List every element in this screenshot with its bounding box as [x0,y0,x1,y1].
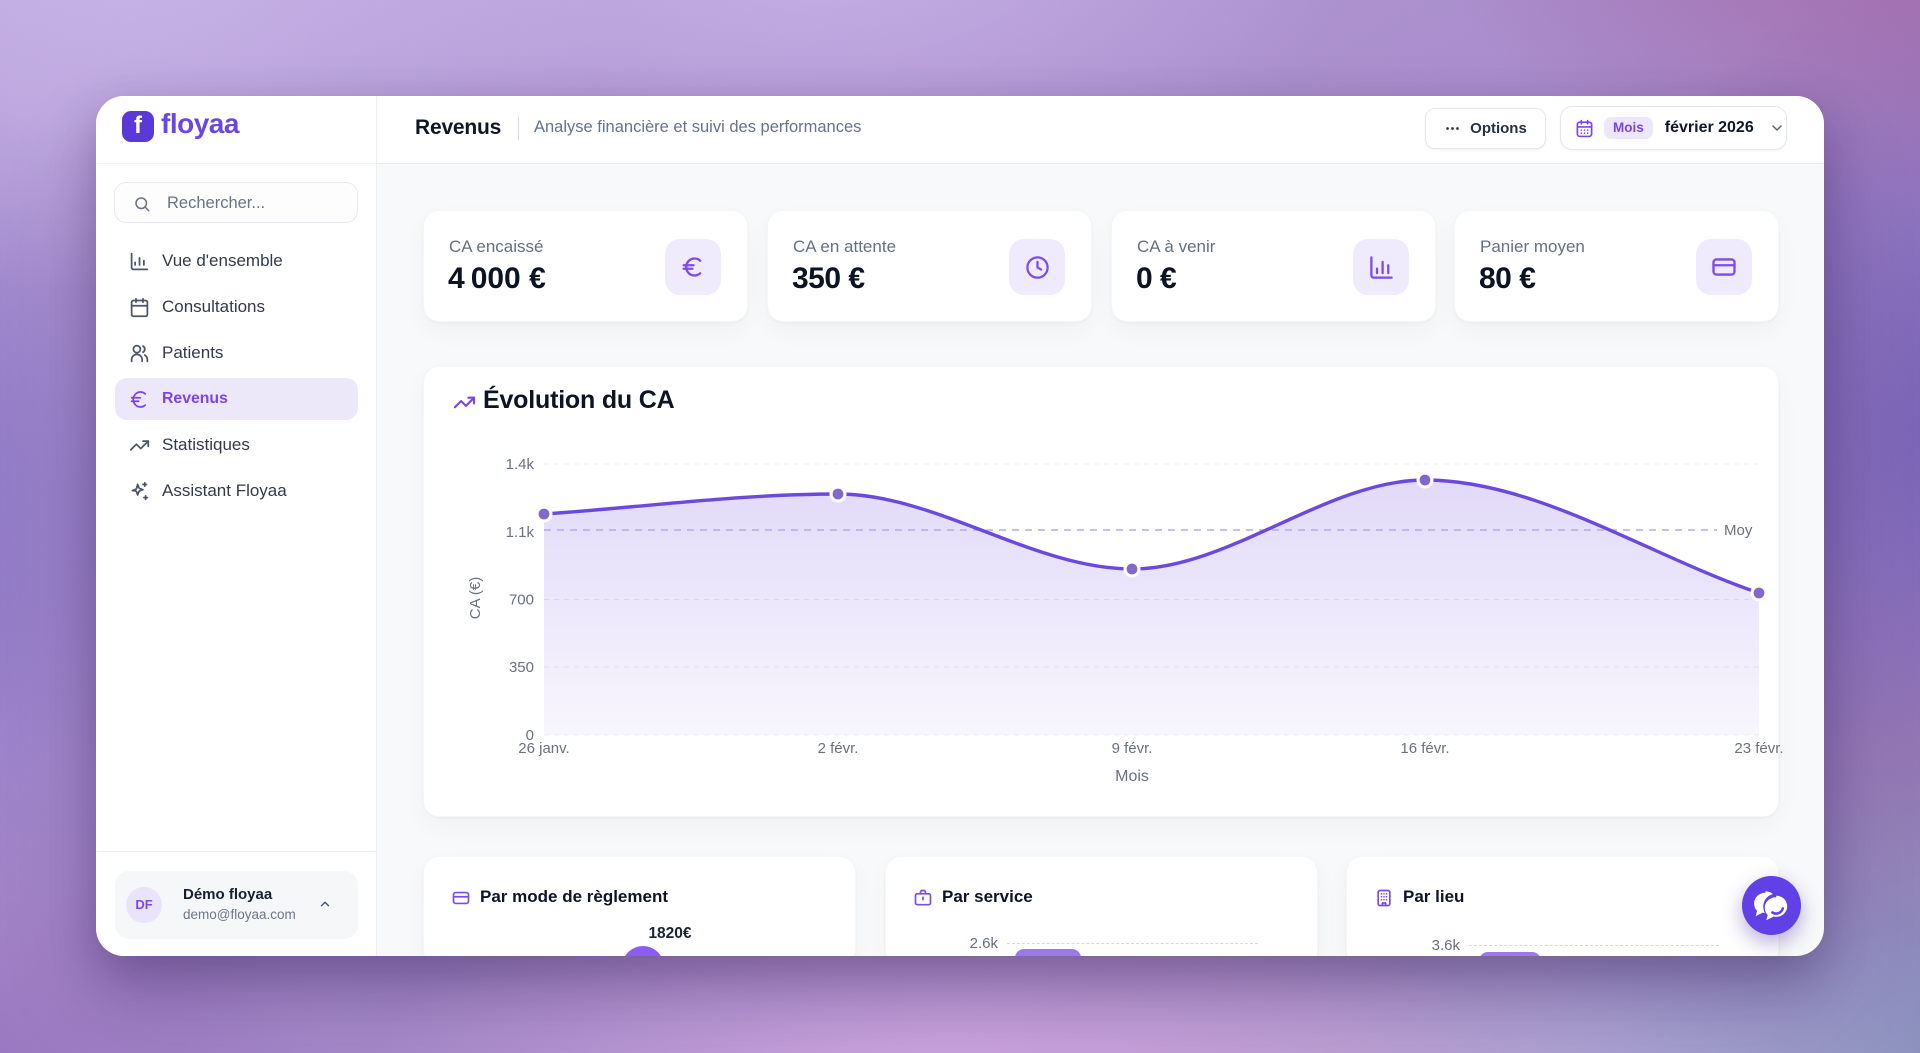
svg-text:700: 700 [509,592,534,609]
svg-text:1.1k: 1.1k [506,524,535,541]
svg-text:26 janv.: 26 janv. [518,740,569,757]
svg-text:2 févr.: 2 févr. [818,740,859,757]
svg-text:350: 350 [509,659,534,676]
svg-text:1.4k: 1.4k [506,456,535,473]
svg-text:16 févr.: 16 févr. [1400,740,1449,757]
svg-text:9 févr.: 9 févr. [1112,740,1153,757]
svg-text:0: 0 [526,727,534,744]
svg-text:Moy: Moy [1724,522,1753,539]
svg-text:Mois: Mois [1115,768,1149,785]
svg-text:CA (€): CA (€) [467,577,484,620]
svg-text:23 févr.: 23 févr. [1734,740,1783,757]
